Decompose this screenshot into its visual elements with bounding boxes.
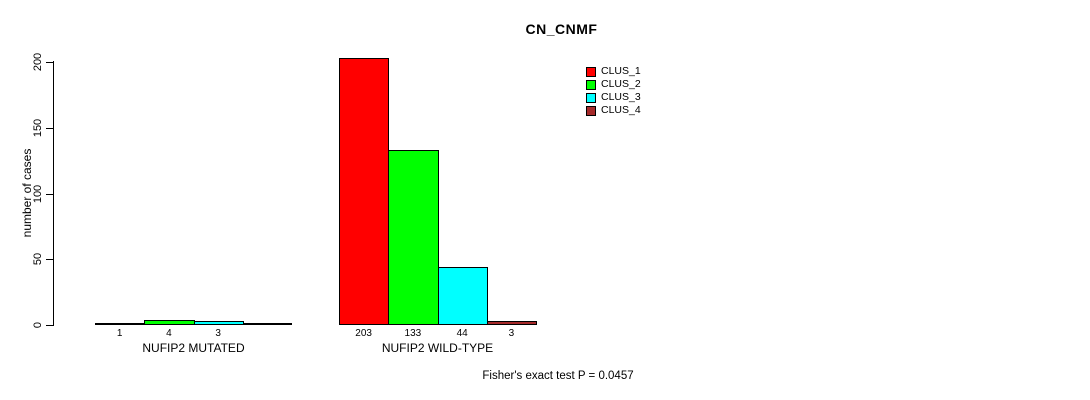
- bar-value-label: 133: [404, 328, 422, 339]
- y-axis-tick: [46, 62, 53, 63]
- legend: CLUS_1 CLUS_2 CLUS_3 CLUS_4: [586, 66, 641, 116]
- legend-label: CLUS_1: [601, 65, 641, 77]
- y-axis-tick: [46, 325, 53, 326]
- group-label: NUFIP2 WILD-TYPE: [381, 341, 494, 355]
- legend-item: CLUS_3: [586, 92, 641, 103]
- group-label: NUFIP2 MUTATED: [142, 341, 245, 355]
- y-axis-tick: [46, 127, 53, 129]
- bar-value-label: 1: [116, 328, 123, 339]
- legend-item: CLUS_2: [586, 79, 641, 90]
- bar-value-label: 4: [166, 328, 172, 339]
- y-axis-tick: [46, 193, 53, 195]
- fisher-test-annotation: Fisher's exact test P = 0.0457: [482, 370, 634, 382]
- y-axis-tick-label: 200: [32, 52, 44, 72]
- legend-swatch-icon: [586, 66, 596, 77]
- y-axis-line: [53, 61, 54, 326]
- y-axis-tick-label: 100: [32, 184, 44, 203]
- legend-item: CLUS_4: [586, 105, 641, 116]
- bar-value-label: 3: [508, 328, 515, 339]
- legend-swatch-icon: [586, 92, 596, 103]
- legend-item: CLUS_1: [586, 66, 641, 77]
- chart-title: CN_CNMF: [525, 21, 598, 37]
- legend-swatch-icon: [586, 105, 596, 116]
- y-axis-tick-label: 150: [32, 118, 44, 137]
- y-axis-tick: [46, 259, 53, 261]
- bar-value-label: 44: [456, 328, 468, 339]
- bar-clus_4: [486, 321, 537, 325]
- bar-clus_3: [193, 321, 244, 325]
- bar-clus_2: [144, 319, 195, 325]
- bar-clus_1: [339, 58, 390, 325]
- legend-label: CLUS_3: [601, 91, 641, 103]
- bar-value-label: 203: [355, 328, 372, 339]
- y-axis-tick-label: 50: [32, 253, 44, 266]
- bar-clus_1: [95, 323, 146, 325]
- y-axis-tick-label: 0: [32, 321, 44, 329]
- bar-clus_3: [437, 267, 488, 325]
- bar-clus_2: [388, 150, 439, 325]
- legend-label: CLUS_2: [601, 78, 641, 90]
- legend-label: CLUS_4: [601, 104, 641, 116]
- legend-swatch-icon: [586, 79, 596, 90]
- bar-value-label: 3: [215, 328, 221, 339]
